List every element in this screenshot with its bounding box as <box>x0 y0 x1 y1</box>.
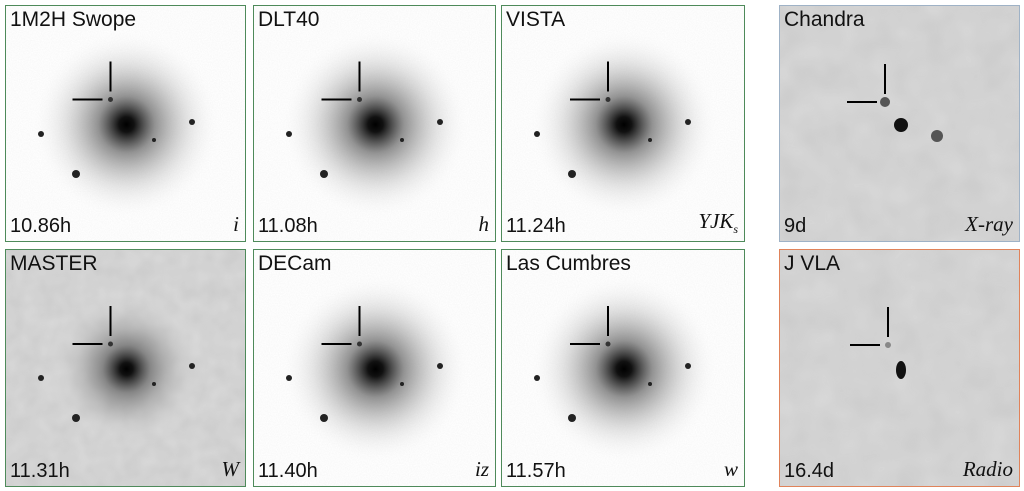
image <box>780 250 1019 486</box>
source <box>931 130 943 142</box>
band: iz <box>474 457 489 481</box>
image-panel: 1M2H Swope 10.86h i <box>5 5 246 242</box>
band: W <box>221 457 240 481</box>
image-panel: DLT40 11.08h h <box>253 5 496 242</box>
image <box>254 6 495 241</box>
image-panel: DECam 11.40h iz <box>253 249 496 487</box>
source <box>885 342 891 348</box>
star <box>648 382 652 386</box>
panel-label: VISTA <box>506 8 566 31</box>
star <box>568 414 576 422</box>
galaxy <box>529 274 719 464</box>
panel-label: Chandra <box>784 8 865 31</box>
image <box>6 6 245 241</box>
band: w <box>723 457 738 481</box>
star <box>38 375 44 381</box>
band: h <box>478 212 490 236</box>
band-label: W <box>222 457 240 482</box>
time-label: 9d <box>784 215 807 237</box>
band: Radio <box>962 457 1013 481</box>
band-label: i <box>233 212 239 237</box>
star <box>685 119 691 125</box>
transient <box>605 341 611 347</box>
image <box>502 250 744 486</box>
star <box>286 375 292 381</box>
transient <box>108 341 113 347</box>
image <box>780 6 1019 241</box>
band-label: X-ray <box>965 212 1013 237</box>
star <box>534 375 540 381</box>
band: i <box>233 212 239 236</box>
panel-label: DLT40 <box>258 8 320 31</box>
image-panel: J VLA 16.4d Radio <box>779 249 1020 487</box>
band-label: h <box>479 212 490 237</box>
band-label: YJKs <box>698 209 738 237</box>
time-label: 11.57h <box>506 460 566 482</box>
image <box>254 250 495 486</box>
band: X-ray <box>965 212 1013 236</box>
source <box>880 97 890 107</box>
panel-label: MASTER <box>10 252 98 275</box>
star <box>320 170 328 178</box>
time-label: 11.40h <box>258 460 318 482</box>
band-subscript: s <box>733 222 738 236</box>
image-panel: VISTA 11.24h YJKs <box>501 5 745 242</box>
panel-label: DECam <box>258 252 332 275</box>
image <box>6 250 245 486</box>
source <box>894 118 908 132</box>
time-label: 16.4d <box>784 460 835 482</box>
galaxy <box>280 29 471 220</box>
image-panel: MASTER 11.31h W <box>5 249 246 487</box>
star <box>568 170 576 178</box>
time-label: 11.08h <box>258 215 318 237</box>
time-label: 10.86h <box>10 215 72 237</box>
star <box>152 382 156 386</box>
star <box>189 363 195 369</box>
transient <box>357 97 362 102</box>
star <box>400 382 404 386</box>
panel-label: J VLA <box>784 252 841 275</box>
band-label: iz <box>475 457 489 482</box>
star <box>320 414 328 422</box>
time-label: 11.31h <box>10 460 70 482</box>
galaxy <box>46 289 207 449</box>
transient <box>357 341 362 347</box>
star <box>72 170 80 178</box>
band-label: Radio <box>963 457 1013 482</box>
panel-label: Las Cumbres <box>506 252 631 275</box>
band-label: w <box>724 457 738 482</box>
star <box>437 363 443 369</box>
star <box>286 131 292 137</box>
star <box>152 138 156 142</box>
band: YJK <box>698 208 734 233</box>
image <box>502 6 744 241</box>
star <box>685 363 691 369</box>
star <box>400 138 404 142</box>
galaxy <box>280 274 471 464</box>
star <box>648 138 652 142</box>
star <box>534 131 540 137</box>
star <box>72 414 80 422</box>
star <box>38 131 44 137</box>
image-panel: Las Cumbres 11.57h w <box>501 249 745 487</box>
star <box>189 119 195 125</box>
transient <box>605 97 611 102</box>
panel-label: 1M2H Swope <box>10 8 137 31</box>
image-panel: Chandra 9d X-ray <box>779 5 1020 242</box>
source <box>896 361 906 379</box>
star <box>437 119 443 125</box>
galaxy <box>529 29 719 220</box>
transient <box>108 97 113 102</box>
time-label: 11.24h <box>506 215 566 237</box>
